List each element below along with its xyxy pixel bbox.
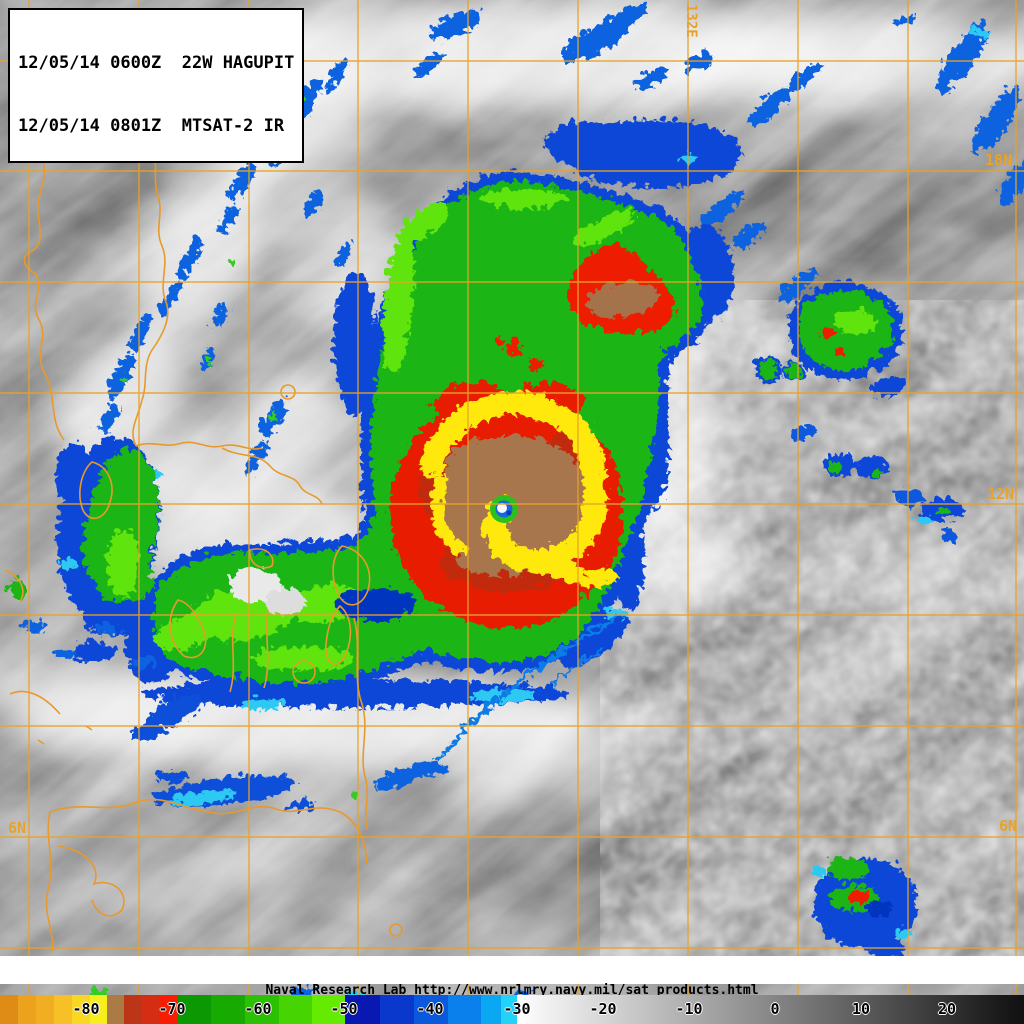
colorbar-tick: -40 xyxy=(416,1000,444,1018)
footer-band: Naval Research Lab http://www.nrlmry.nav… xyxy=(0,956,1024,998)
title-line-datetime-image: 12/05/14 0801Z MTSAT-2 IR xyxy=(18,116,285,136)
colorbar-tick: -50 xyxy=(330,1000,358,1018)
lon-label-132e: 132E xyxy=(683,4,699,38)
lat-label-6n-right: 6N xyxy=(999,817,1018,835)
colorbar-tick: -70 xyxy=(158,1000,186,1018)
colorbar-tick: -20 xyxy=(589,1000,617,1018)
ir-temperature-colorbar: -80 -70 -60 -50 -40 -30 -20 -10 0 10 20 xyxy=(0,995,1024,1024)
title-line-datetime-fix: 12/05/14 0600Z 22W HAGUPIT xyxy=(18,53,295,73)
colorbar-tick: 0 xyxy=(770,1000,780,1018)
lat-label-12n-right: 12N xyxy=(987,485,1015,503)
colorbar-tick: -80 xyxy=(72,1000,100,1018)
typhoon-eye xyxy=(490,495,518,523)
colorbar-tick: 10 xyxy=(851,1000,871,1018)
title-box: 12/05/14 0600Z 22W HAGUPIT 12/05/14 0801… xyxy=(8,8,305,163)
credit-url-text: Naval Research Lab http://www.nrlmry.nav… xyxy=(265,983,759,998)
colorbar-tick: -60 xyxy=(244,1000,272,1018)
lat-label-6n-left: 6N xyxy=(8,819,27,837)
lat-label-18n-right: 18N xyxy=(985,151,1013,169)
colorbar-tick: -30 xyxy=(503,1000,531,1018)
colorbar-tick: -10 xyxy=(675,1000,703,1018)
colorbar-tick: 20 xyxy=(937,1000,957,1018)
